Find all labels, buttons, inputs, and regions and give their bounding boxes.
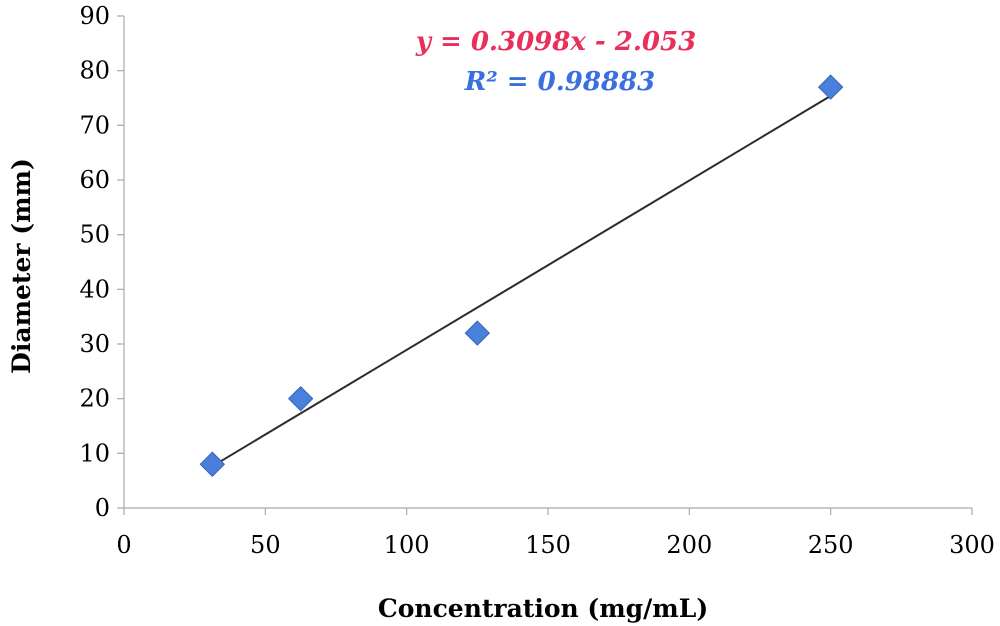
data-point xyxy=(464,320,491,346)
x-tick-label: 200 xyxy=(666,531,712,559)
x-tick-label: 150 xyxy=(525,531,571,559)
y-tick-label: 80 xyxy=(79,57,110,85)
r-squared-label: R² = 0.98883 xyxy=(464,67,655,97)
x-axis-title: Concentration (mg/mL) xyxy=(378,594,708,623)
y-tick-label: 0 xyxy=(95,494,110,522)
y-tick-label: 20 xyxy=(79,385,110,413)
y-tick-label: 90 xyxy=(79,2,110,30)
y-tick-label: 60 xyxy=(79,166,110,194)
trendline-equation: y = 0.3098x - 2.053 xyxy=(415,27,696,57)
data-point xyxy=(287,385,314,412)
y-tick-label: 40 xyxy=(79,275,110,303)
y-tick-label: 10 xyxy=(79,439,110,467)
data-points-layer xyxy=(199,74,844,477)
x-tick-label: 50 xyxy=(250,531,281,559)
y-tick-label: 50 xyxy=(79,221,110,249)
y-axis-title: Diameter (mm) xyxy=(7,158,36,374)
axes: 0 10 20 30 40 50 60 70 80 90 0 50 100 150 200 250 300 xyxy=(79,2,994,559)
data-point xyxy=(199,451,226,477)
y-tick-label: 30 xyxy=(79,330,110,358)
trendline-layer xyxy=(211,94,832,468)
x-tick-label: 0 xyxy=(116,531,131,559)
x-tick-label: 100 xyxy=(384,531,430,559)
trendline xyxy=(211,94,832,468)
data-point xyxy=(817,74,844,100)
x-tick-label: 300 xyxy=(949,531,995,559)
y-tick-label: 70 xyxy=(79,111,110,139)
x-tick-label: 250 xyxy=(808,531,854,559)
